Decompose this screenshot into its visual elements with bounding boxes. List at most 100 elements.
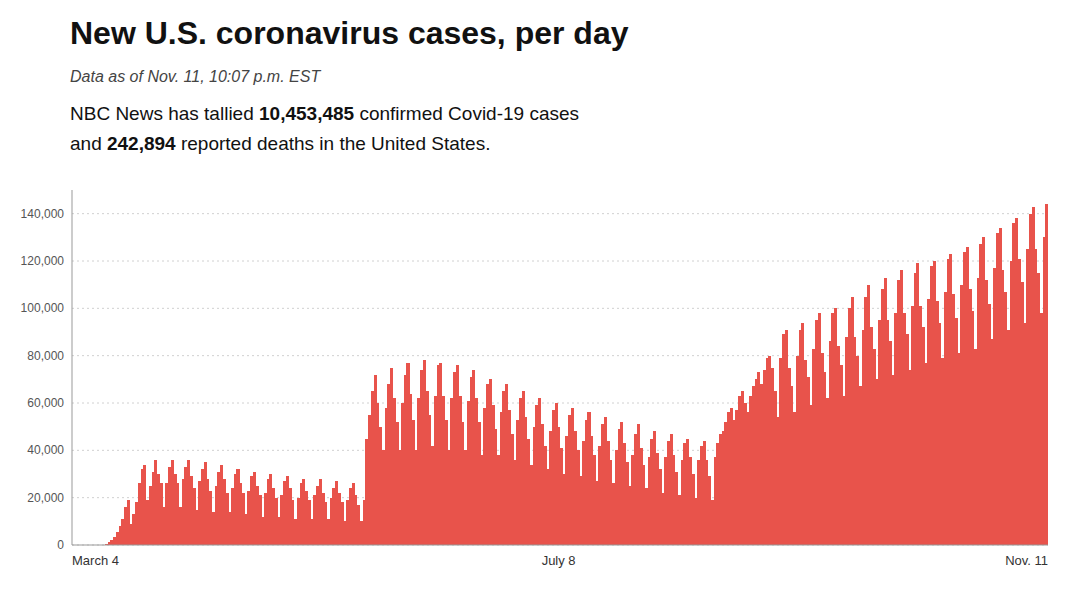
bar — [670, 434, 673, 545]
bar — [1018, 259, 1021, 545]
bar — [206, 479, 209, 545]
bar — [406, 363, 409, 545]
bar — [746, 412, 749, 545]
bar — [873, 349, 876, 545]
grid-line — [72, 261, 1048, 262]
bar — [437, 365, 440, 545]
bar — [851, 297, 854, 546]
bar — [308, 500, 311, 545]
bar — [837, 346, 840, 545]
bar — [749, 396, 752, 545]
title: New U.S. coronavirus cases, per day — [70, 15, 629, 51]
bars — [72, 204, 1048, 545]
bar — [796, 356, 799, 545]
bar — [733, 420, 736, 545]
bar — [165, 483, 168, 545]
bar — [302, 479, 305, 545]
bar — [267, 479, 270, 545]
bar — [193, 488, 196, 545]
bar — [788, 368, 791, 546]
bar — [228, 512, 231, 545]
bar — [546, 469, 549, 545]
bar — [450, 398, 453, 545]
bar — [135, 502, 138, 545]
bar — [500, 412, 503, 545]
bar — [722, 431, 725, 545]
bar — [629, 486, 632, 545]
bar — [601, 424, 604, 545]
bar — [897, 280, 900, 545]
bar — [412, 420, 415, 545]
bar — [530, 465, 533, 545]
bar — [892, 375, 895, 545]
bar — [110, 540, 113, 545]
bar — [922, 327, 925, 545]
bar — [615, 450, 618, 545]
bar — [971, 311, 974, 545]
bar — [113, 537, 116, 545]
bar — [1001, 270, 1004, 545]
bar — [779, 358, 782, 545]
bar — [489, 379, 492, 545]
bar — [226, 493, 229, 545]
bar — [538, 398, 541, 545]
bar — [215, 486, 218, 545]
annotation-part: confirmed Covid-19 cases — [354, 103, 579, 124]
bar — [916, 263, 919, 545]
bar — [686, 439, 689, 546]
bar — [253, 472, 256, 545]
bar — [1026, 249, 1029, 545]
bar — [352, 483, 355, 545]
bar — [516, 420, 519, 545]
bar — [258, 495, 261, 545]
y-tick-label: 140,000 — [21, 207, 65, 221]
y-axis-line — [72, 190, 73, 545]
bar — [988, 304, 991, 545]
bar — [239, 483, 242, 545]
bar — [815, 320, 818, 545]
bar — [467, 401, 470, 545]
bar — [519, 398, 522, 545]
bar — [428, 415, 431, 545]
bar — [291, 500, 294, 545]
y-tick-label: 20,000 — [27, 491, 64, 505]
bar — [952, 294, 955, 545]
bar — [491, 405, 494, 545]
bar — [1043, 237, 1046, 545]
bar — [804, 360, 807, 545]
annotation-part: 10,453,485 — [259, 103, 355, 124]
bar — [280, 495, 283, 545]
bar — [354, 495, 357, 545]
bar — [829, 341, 832, 545]
bar — [390, 368, 393, 546]
bar — [947, 259, 950, 545]
bar — [511, 434, 514, 545]
bar — [711, 500, 714, 545]
background — [0, 0, 1080, 607]
bar — [264, 493, 267, 545]
bar — [149, 486, 152, 545]
bar — [379, 427, 382, 545]
bar — [138, 483, 141, 545]
bar — [223, 479, 226, 545]
bar — [683, 443, 686, 545]
grid-line — [72, 213, 1048, 214]
annotation-part: reported deaths in the United States. — [176, 133, 491, 154]
bar — [130, 524, 133, 545]
bar — [840, 365, 843, 545]
bar — [338, 493, 341, 545]
bar — [689, 457, 692, 545]
bar — [760, 384, 763, 545]
bar — [555, 403, 558, 545]
bar — [332, 488, 335, 545]
bar — [179, 507, 182, 545]
bar — [513, 460, 516, 545]
bar — [146, 500, 149, 545]
bar — [801, 323, 804, 545]
bar — [470, 377, 473, 545]
bar — [752, 386, 755, 545]
bar — [996, 233, 999, 545]
bar — [963, 252, 966, 545]
bar — [141, 469, 144, 545]
grid — [72, 214, 1048, 545]
